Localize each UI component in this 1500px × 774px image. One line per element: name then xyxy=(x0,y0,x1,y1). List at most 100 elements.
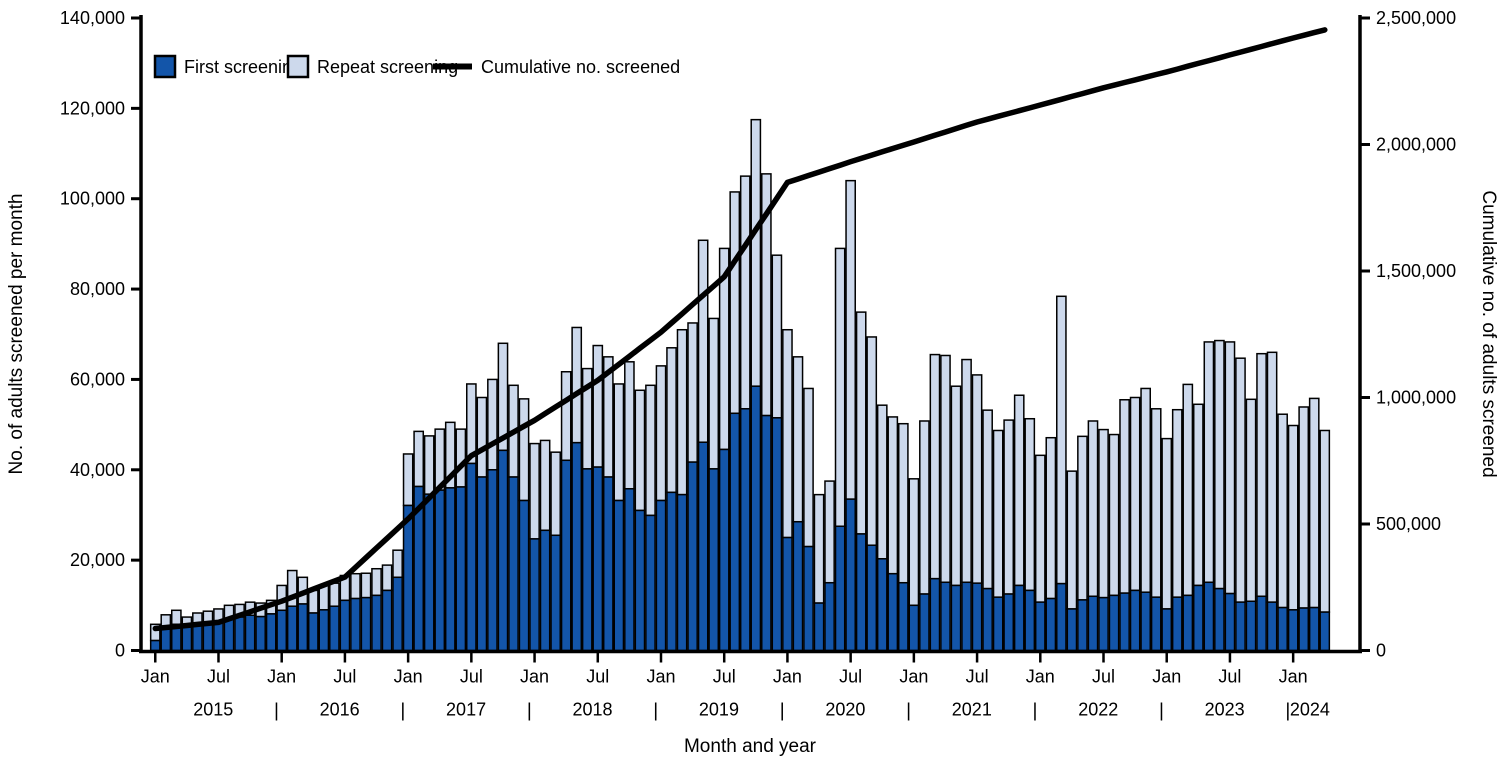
bar-repeat-segment xyxy=(1224,341,1236,595)
bar-first-segment xyxy=(782,536,793,652)
bar-repeat-segment xyxy=(855,311,867,535)
bar-first-segment xyxy=(518,499,530,652)
bar-first-segment xyxy=(1098,596,1109,652)
axes-group xyxy=(139,15,1362,654)
bar-repeat-segment xyxy=(170,609,182,626)
bar-first-segment xyxy=(444,487,456,652)
year-separator: | xyxy=(400,701,405,722)
x-month-tick-label: Jan xyxy=(141,667,170,687)
y-right-tick-label: 1,000,000 xyxy=(1376,388,1456,408)
bar-first-segment xyxy=(1119,592,1130,652)
bar-repeat-segment xyxy=(792,356,804,523)
bar-repeat-segment xyxy=(803,387,814,548)
bar-first-segment xyxy=(560,459,572,652)
bar-repeat-segment xyxy=(360,572,372,599)
bar-first-segment xyxy=(1150,596,1162,652)
bar-first-segment xyxy=(1245,600,1257,652)
bar-repeat-segment xyxy=(1308,397,1320,609)
bar-repeat-segment xyxy=(876,404,888,560)
bar-first-segment xyxy=(761,414,772,652)
bar-repeat-segment xyxy=(476,396,488,478)
bar-repeat-segment xyxy=(1056,295,1067,585)
y-left-tick-label: 60,000 xyxy=(70,369,125,389)
bar-repeat-segment xyxy=(729,191,741,415)
year-separator: | xyxy=(1159,701,1164,722)
bar-first-segment xyxy=(423,493,435,652)
bar-repeat-segment xyxy=(771,254,783,419)
legend-cumulative-label: Cumulative no. screened xyxy=(481,57,680,77)
bar-first-segment xyxy=(961,581,972,652)
ticks-group: 0 20,000 40,000 60,000 80,000 100,000 120,000 1… xyxy=(60,8,1456,722)
bar-repeat-segment xyxy=(1077,435,1088,601)
bar-first-segment xyxy=(666,491,677,652)
bar-first-segment xyxy=(708,468,720,652)
bar-repeat-segment xyxy=(645,384,656,517)
bar-first-segment xyxy=(687,461,698,652)
x-month-tick-label: Jan xyxy=(1152,667,1181,687)
bar-repeat-segment xyxy=(350,572,361,600)
x-month-tick-label: Jul xyxy=(586,667,609,687)
bar-first-segment xyxy=(571,441,583,652)
bar-first-segment xyxy=(1182,594,1194,652)
bar-first-segment xyxy=(539,529,551,652)
bar-first-segment xyxy=(1024,589,1036,652)
bar-first-segment xyxy=(1161,608,1173,652)
bar-first-segment xyxy=(181,626,193,652)
bar-repeat-segment xyxy=(992,429,1004,598)
year-label: 2024 xyxy=(1290,700,1330,720)
bar-repeat-segment xyxy=(687,322,698,463)
x-axis-title: Month and year xyxy=(684,736,817,757)
bar-first-segment xyxy=(1319,611,1331,652)
year-label: 2016 xyxy=(320,700,360,720)
y-left-tick-label: 40,000 xyxy=(70,460,125,480)
bar-repeat-segment xyxy=(655,365,667,502)
bar-repeat-segment xyxy=(381,564,393,592)
bar-repeat-segment xyxy=(571,326,583,444)
bar-first-segment xyxy=(487,469,498,652)
year-label: 2021 xyxy=(952,700,992,720)
bar-first-segment xyxy=(613,499,625,652)
bar-repeat-segment xyxy=(1203,341,1215,584)
bar-repeat-segment xyxy=(1087,420,1099,598)
bar-first-segment xyxy=(1056,582,1067,652)
bar-repeat-segment xyxy=(834,247,846,528)
y-left-tick-label: 100,000 xyxy=(60,189,125,209)
bar-first-segment xyxy=(371,594,382,652)
bar-repeat-segment xyxy=(1161,437,1173,610)
x-month-tick-label: Jan xyxy=(520,667,549,687)
bar-first-segment xyxy=(645,514,656,652)
bar-repeat-segment xyxy=(1192,403,1204,587)
bar-repeat-segment xyxy=(676,328,688,496)
bar-first-segment xyxy=(476,476,488,652)
bar-first-segment xyxy=(402,504,414,652)
x-month-tick-label: Jan xyxy=(773,667,802,687)
bar-first-segment xyxy=(1066,608,1078,652)
bars-group xyxy=(149,118,1331,652)
bar-first-segment xyxy=(697,441,709,652)
y-axis-left-title: No. of adults screened per month xyxy=(6,194,27,475)
bar-first-segment xyxy=(1045,597,1057,652)
bar-repeat-segment xyxy=(897,422,909,584)
bar-first-segment xyxy=(550,534,561,652)
x-month-tick-label: Jan xyxy=(1026,667,1055,687)
bar-first-segment xyxy=(508,476,519,652)
bar-repeat-segment xyxy=(1108,433,1120,597)
bar-first-segment xyxy=(255,615,266,652)
bar-repeat-segment xyxy=(750,118,762,387)
bar-first-segment xyxy=(192,624,203,652)
bar-repeat-segment xyxy=(329,582,340,607)
bar-first-segment xyxy=(1087,595,1099,652)
bar-first-segment xyxy=(1171,596,1183,652)
bar-first-segment xyxy=(1256,595,1267,652)
bar-repeat-segment xyxy=(866,336,878,546)
year-label: 2020 xyxy=(825,700,865,720)
year-separator: | xyxy=(780,701,785,722)
year-label: 2015 xyxy=(193,700,233,720)
bar-first-segment xyxy=(497,449,509,652)
bar-first-segment xyxy=(1277,606,1288,652)
bar-repeat-segment xyxy=(950,385,962,587)
bar-first-segment xyxy=(845,498,856,652)
bar-first-segment xyxy=(624,488,635,652)
bar-first-segment xyxy=(318,609,330,652)
bar-repeat-segment xyxy=(402,453,414,507)
